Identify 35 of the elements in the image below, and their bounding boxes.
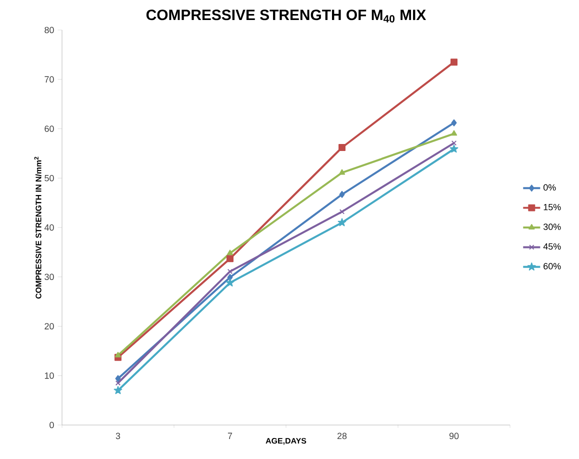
y-tick-label: 10 <box>44 372 54 379</box>
x-tick-label: 90 <box>449 432 459 440</box>
legend-label: 0% <box>543 184 556 191</box>
point <box>450 144 458 153</box>
y-tick-label: 40 <box>44 224 54 231</box>
point <box>450 130 458 136</box>
point <box>338 218 346 226</box>
y-tick-label: 80 <box>44 26 54 34</box>
point <box>227 268 233 274</box>
y-tick-label: 70 <box>44 76 54 83</box>
point <box>339 209 345 214</box>
point <box>226 278 234 286</box>
point <box>114 352 122 358</box>
point <box>338 144 346 152</box>
y-tick-label: 60 <box>44 126 54 132</box>
point <box>451 119 457 126</box>
point <box>339 190 345 198</box>
x-tick-label: 7 <box>228 432 232 439</box>
legend-label: 15% <box>544 204 561 210</box>
y-tick-label: 0 <box>50 422 54 428</box>
chart-title: COMPRESSIVE STRENGTH OF M$_{40}$ MIX <box>146 10 426 23</box>
point <box>226 255 234 262</box>
y-tick-label: 50 <box>44 174 54 182</box>
y-tick-label: 20 <box>44 323 54 330</box>
point <box>115 375 121 382</box>
legend-label: 30% <box>543 224 561 230</box>
x-tick-label: 28 <box>337 432 347 440</box>
legend-label: 60% <box>544 263 561 270</box>
point <box>114 386 122 394</box>
point <box>450 58 458 66</box>
point <box>226 250 234 256</box>
point <box>338 169 346 175</box>
legend-label: 45% <box>543 243 561 250</box>
y-tick-label: 30 <box>44 274 54 280</box>
x-tick-label: 3 <box>116 432 120 440</box>
